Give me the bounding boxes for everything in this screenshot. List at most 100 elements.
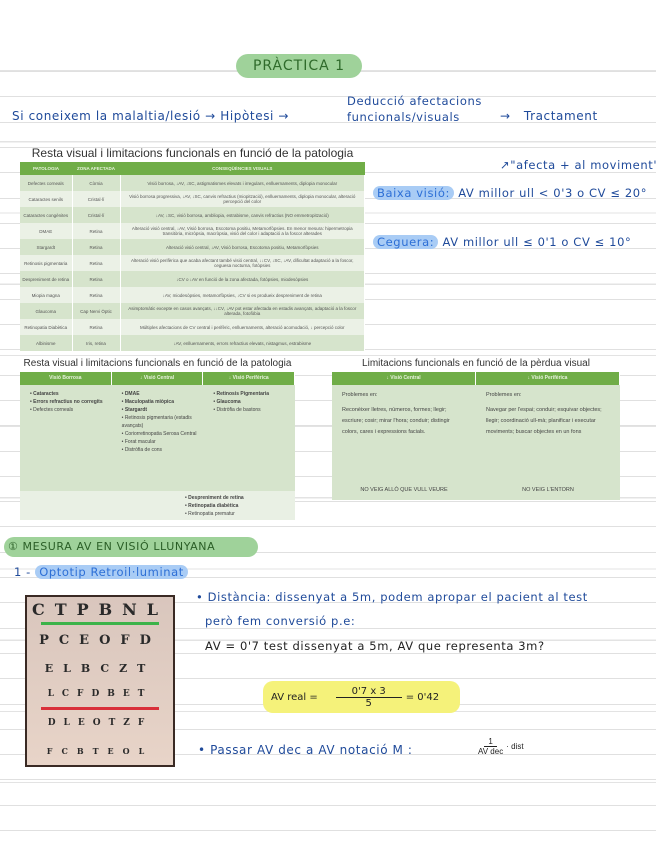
table-cell: Cataractes congènites (20, 207, 73, 223)
flow-step1-text: Si coneixem la malaltia/lesió (12, 109, 201, 123)
table-row: Despreniment de retina Retina ↓CV o ↓AV en… (20, 271, 365, 287)
ruled-line (0, 526, 656, 528)
table-cell: Miopia magna (20, 287, 73, 303)
ruled-line (0, 475, 656, 477)
col-header: ↓ Visió Central (112, 372, 204, 385)
table-row: Albinisme Iris, retina ↓AV, enlluernaments… (20, 335, 365, 351)
peripheral-text: Navegar per l'espai; conduir; esquivar o… (486, 407, 602, 435)
col-header: ↓ Visió Perifèrica (203, 372, 296, 385)
ruled-line (0, 577, 656, 578)
list-central: DMAEMaculopatia miòpicaStargardtRetinosi… (112, 390, 204, 486)
blindness-label: Ceguera: (373, 235, 439, 249)
subsection-title: Optotip Retroil·luminat (35, 565, 188, 579)
list-item: Glaucoma (213, 398, 295, 406)
table-cell: Visió borrosa progressiva, ↓AV, ↓SC, can… (120, 191, 365, 207)
list-blurry: CataractesErrors refractius no corregits… (20, 390, 112, 486)
table-row: Retinosis pigmentaria Retina Alteració vis… (20, 255, 365, 271)
col-header: ↓ Visió Perifèrica (476, 372, 620, 385)
list-both: Despreniment de retinaRetinopatia diabèt… (185, 494, 295, 518)
subsection-number: 1 - (14, 565, 31, 579)
problems-label: Problemes en: (342, 392, 378, 398)
problems-label: Problemes en: (486, 392, 522, 398)
ruled-line (0, 728, 656, 730)
list-item: Stargardt (122, 406, 204, 414)
table-cell: Glaucoma (20, 303, 73, 319)
col-header: ↓ Visió Central (332, 372, 476, 385)
table-functional-limits: Limitacions funcionals en funció de la p… (332, 358, 620, 500)
flow-step-1: Si coneixem la malaltia/lesió → Hipòtesi… (12, 109, 289, 123)
metric-formula: 1 AV dec · dist (478, 737, 524, 756)
formula-result: = 0'42 (405, 691, 440, 703)
list-item: Defectes corneals (30, 406, 112, 414)
table-cell: Retinosis pigmentaria (20, 255, 73, 271)
table-title: Limitacions funcionals en funció de la p… (362, 358, 590, 369)
low-vision-text: AV millor ull < 0'3 o CV ≤ 20° (458, 186, 648, 200)
table-cell: Despreniment de retina (20, 271, 73, 287)
formula-label: AV real = (271, 691, 318, 703)
red-line (41, 707, 159, 710)
arrow-icon: → (500, 109, 511, 123)
ruled-line (0, 399, 656, 401)
metric-numerator: 1 (484, 737, 497, 747)
blindness-text: AV millor ull ≤ 0'1 o CV ≤ 10° (442, 235, 632, 249)
list-item: Retinopatia diabètica (185, 502, 295, 510)
section-heading: ① MESURA AV EN VISIÓ LLUNYANA (4, 537, 258, 557)
table-cell: Visió borrosa, ↓AV, ↓SC, astigmatismes e… (120, 175, 365, 191)
ruled-line (0, 450, 656, 452)
list-item: Retinopatia prematur (185, 510, 295, 518)
flow-step2-text: Hipòtesi (220, 109, 274, 123)
ruled-line (0, 602, 656, 604)
table-cell: Retina (72, 319, 121, 335)
subsection-heading: 1 - Optotip Retroil·luminat (14, 565, 188, 579)
list-item: Retinosis Pigmentaria (213, 390, 295, 398)
table-cell: Cataractes senils (20, 191, 73, 207)
note-movement-text: "afecta + al moviment" (510, 158, 656, 172)
list-item: Maculopatia miòpica (122, 398, 204, 406)
table-row: Miopia magna Retina ↓AV, miodesòpsies, met… (20, 287, 365, 303)
table-pathology-summary: Resta visual i limitacions funcionals en… (20, 358, 296, 520)
green-line (41, 622, 159, 625)
table-cell: Albinisme (20, 335, 73, 351)
table-cell: Retina (72, 271, 121, 287)
eye-chart-image: CTPBNL PCEOFD ELBCZT LCFDBET DLEOTZF FCB… (25, 595, 175, 767)
flow-step-3b: funcionals/visuals (347, 110, 460, 124)
ruled-line (0, 374, 656, 376)
note-movement: ↗"afecta + al moviment" (500, 158, 656, 172)
chart-row: FCBTEOL (46, 746, 154, 756)
table-cell: DMAE (20, 223, 73, 239)
ruled-line (0, 678, 656, 680)
table-cell: Alteració visió central, ↓AV, Visió borr… (120, 239, 365, 255)
col-header: ZONA AFECTADA (72, 162, 120, 175)
note-distance-1: • Distància: dissenyat a 5m, podem aprop… (196, 590, 588, 604)
chart-row: DLEOTZF (47, 718, 153, 728)
table-row: Cataractes senils Cristal·lí Visió borrosa… (20, 191, 365, 207)
list-item: Retinosis pigmentaria (estadis avançats) (122, 414, 204, 430)
table-row: Retinopatia Diabètica Retina Múltiples afe… (20, 319, 365, 335)
table-pathology: Resta visual i limitacions funcionals en… (20, 146, 365, 351)
ruled-line (0, 551, 656, 553)
low-vision-label: Baixa visió: (373, 186, 454, 200)
note-metric: • Passar AV dec a AV notació M : (198, 743, 413, 757)
ruled-line (0, 779, 656, 781)
ruled-line (0, 627, 656, 629)
table-cell: Retina (72, 239, 121, 255)
table-row: Stargardt Retina Alteració visió central, … (20, 239, 365, 255)
table-row: Cataractes congènites Cristal·lí ↓AV, ↓SC,… (20, 207, 365, 223)
table-cell: Còrnia (72, 175, 121, 191)
list-item: Despreniment de retina (185, 494, 295, 502)
central-text: Reconèixer lletres, números, formes; lle… (342, 407, 450, 435)
list-item: Distròfia de bastons (213, 406, 295, 414)
ruled-line (0, 652, 656, 654)
table-cell: Retinopatia Diabètica (20, 319, 73, 335)
central-footer: NO VEIG ALLÒ QUE VULL VEURE (360, 487, 448, 493)
table-cell: Retina (72, 255, 121, 271)
ruled-line (0, 754, 656, 756)
note-distance-2: però fem conversió p.e: (205, 614, 356, 628)
table-cell: Defectes corneals (20, 175, 73, 191)
table-cell: Múltiples afectacions de CV central i pe… (120, 319, 365, 335)
chart-row: PCEOFD (39, 633, 161, 648)
peripheral-footer: NO VEIG L'ENTORN (522, 487, 574, 493)
flow-step-4: → Tractament (500, 109, 598, 123)
arrow-icon: → (278, 109, 290, 123)
